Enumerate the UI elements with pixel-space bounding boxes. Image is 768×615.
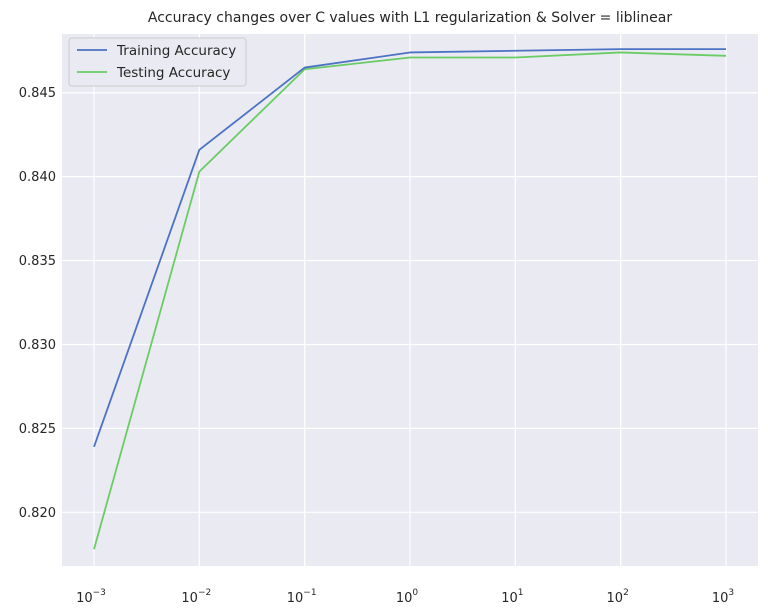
x-tick-base: 10 [181, 591, 198, 606]
y-tick-label: 0.830 [19, 338, 56, 353]
series-layer [93, 48, 727, 550]
x-tick-exponent: −1 [303, 588, 316, 598]
x-tick-base: 10 [501, 591, 518, 606]
x-tick-exponent: 1 [518, 588, 524, 598]
legend-box [68, 37, 247, 87]
x-tick-base: 10 [396, 591, 413, 606]
x-tick-base: 10 [712, 591, 729, 606]
x-tick-exponent: 0 [412, 588, 418, 598]
x-tick-base: 10 [607, 591, 624, 606]
x-tick-exponent: −3 [93, 588, 106, 598]
x-tick-base: 10 [76, 591, 93, 606]
grid-lines [62, 34, 758, 566]
x-tick-exponent: 3 [728, 588, 734, 598]
x-tick-label: 101 [501, 588, 523, 606]
x-tick-label: 103 [712, 588, 734, 606]
y-axis-tick-labels: 0.820 0.825 0.830 0.835 0.840 0.845 [19, 86, 56, 521]
series-line-0 [93, 48, 726, 448]
x-tick-label: 100 [396, 588, 419, 606]
x-tick-exponent: −2 [198, 588, 211, 598]
legend: Training Accuracy Testing Accuracy [68, 37, 247, 87]
chart-title: Accuracy changes over C values with L1 r… [148, 10, 672, 26]
y-tick-label: 0.835 [19, 254, 56, 269]
x-tick-base: 10 [287, 591, 304, 606]
y-tick-label: 0.840 [19, 170, 56, 185]
legend-label-0: Training Accuracy [116, 43, 236, 59]
x-tick-label: 10−2 [181, 588, 211, 606]
x-axis-tick-labels: 10−3 10−2 10−1 100 101 102 103 [76, 588, 734, 606]
x-tick-label: 10−1 [287, 588, 317, 606]
x-tick-label: 10−3 [76, 588, 106, 606]
y-tick-label: 0.845 [19, 86, 56, 101]
x-tick-label: 102 [607, 588, 629, 606]
y-tick-label: 0.820 [19, 506, 56, 521]
series-line-1 [93, 51, 727, 550]
x-tick-exponent: 2 [623, 588, 629, 598]
y-tick-label: 0.825 [19, 422, 56, 437]
legend-label-1: Testing Accuracy [116, 65, 230, 81]
